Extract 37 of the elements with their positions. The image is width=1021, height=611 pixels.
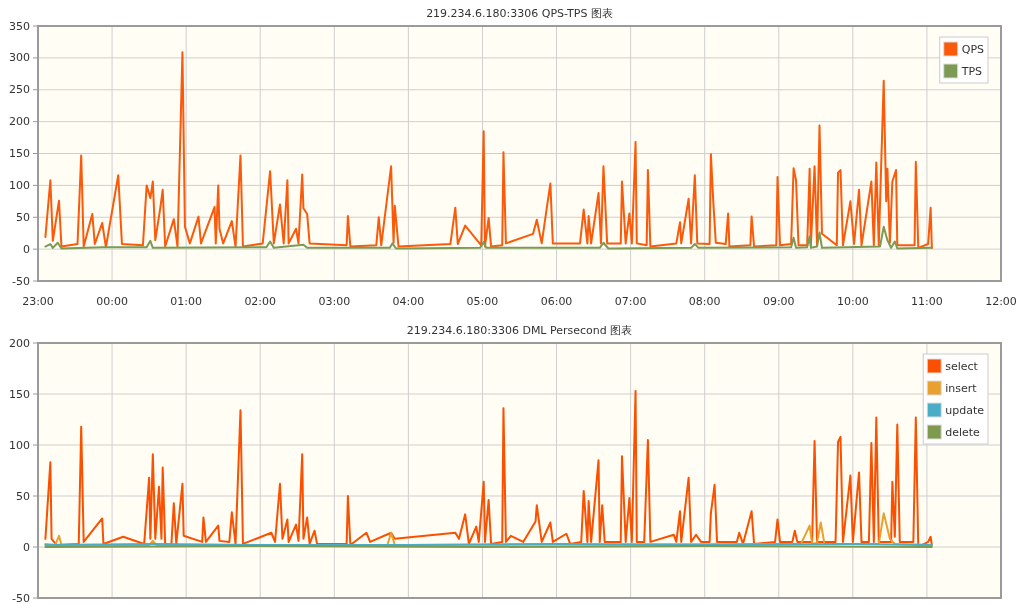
legend-label: update (945, 403, 985, 417)
x-tick-label: 23:00 (22, 294, 54, 308)
legend-label: select (945, 359, 979, 373)
legend-label: delete (945, 425, 981, 439)
x-tick-label: 11:00 (911, 294, 943, 308)
chart-title: 219.234.6.180:3306 QPS-TPS 图表 (426, 6, 613, 20)
x-tick-label: 00:00 (96, 294, 128, 308)
x-tick-label: 03:00 (318, 294, 351, 308)
x-tick-label: 12:00 (985, 294, 1017, 308)
chart-title: 219.234.6.180:3306 DML Persecond 图表 (406, 323, 633, 337)
x-tick-label: 02:00 (244, 294, 277, 308)
y-tick-label: 0 (23, 540, 30, 554)
y-tick-label: -50 (12, 591, 30, 605)
y-tick-label: 100 (9, 178, 30, 192)
y-tick-label: 50 (16, 489, 30, 503)
x-tick-label: 09:00 (762, 294, 795, 308)
y-tick-label: 250 (9, 83, 30, 97)
y-tick-label: 0 (23, 242, 30, 256)
y-tick-label: 200 (9, 115, 30, 129)
x-tick-label: 01:00 (170, 294, 203, 308)
x-tick-label: 05:00 (466, 294, 499, 308)
y-tick-label: 50 (16, 210, 30, 224)
legend-label: QPS (961, 42, 985, 56)
x-tick-label: 04:00 (392, 294, 425, 308)
y-tick-label: 150 (9, 387, 30, 401)
y-tick-label: 200 (9, 336, 30, 350)
x-tick-label: 06:00 (540, 294, 573, 308)
y-tick-label: -50 (12, 274, 30, 288)
legend-label: TPS (960, 64, 983, 78)
x-tick-label: 08:00 (688, 294, 721, 308)
y-tick-label: 150 (9, 147, 30, 160)
x-tick-label: 10:00 (836, 294, 869, 308)
legend-label: insert (945, 381, 978, 395)
y-tick-label: 350 (9, 19, 30, 33)
y-tick-label: 300 (9, 51, 30, 65)
y-tick-label: 100 (9, 438, 30, 452)
x-tick-label: 07:00 (614, 294, 647, 308)
